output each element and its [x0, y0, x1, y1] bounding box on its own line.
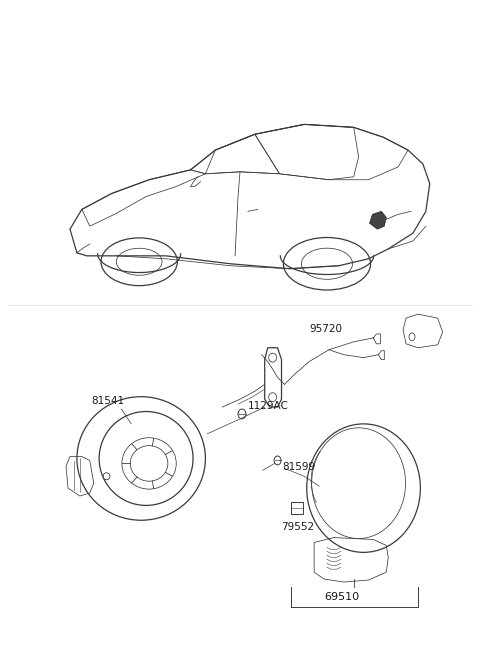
- Polygon shape: [370, 212, 386, 229]
- Text: 1129AC: 1129AC: [248, 401, 289, 411]
- Text: 81599: 81599: [283, 462, 316, 472]
- Bar: [291, 502, 303, 514]
- Text: 81541: 81541: [92, 396, 125, 406]
- Text: 79552: 79552: [281, 521, 314, 532]
- Text: 69510: 69510: [324, 592, 359, 602]
- Text: 95720: 95720: [309, 324, 342, 334]
